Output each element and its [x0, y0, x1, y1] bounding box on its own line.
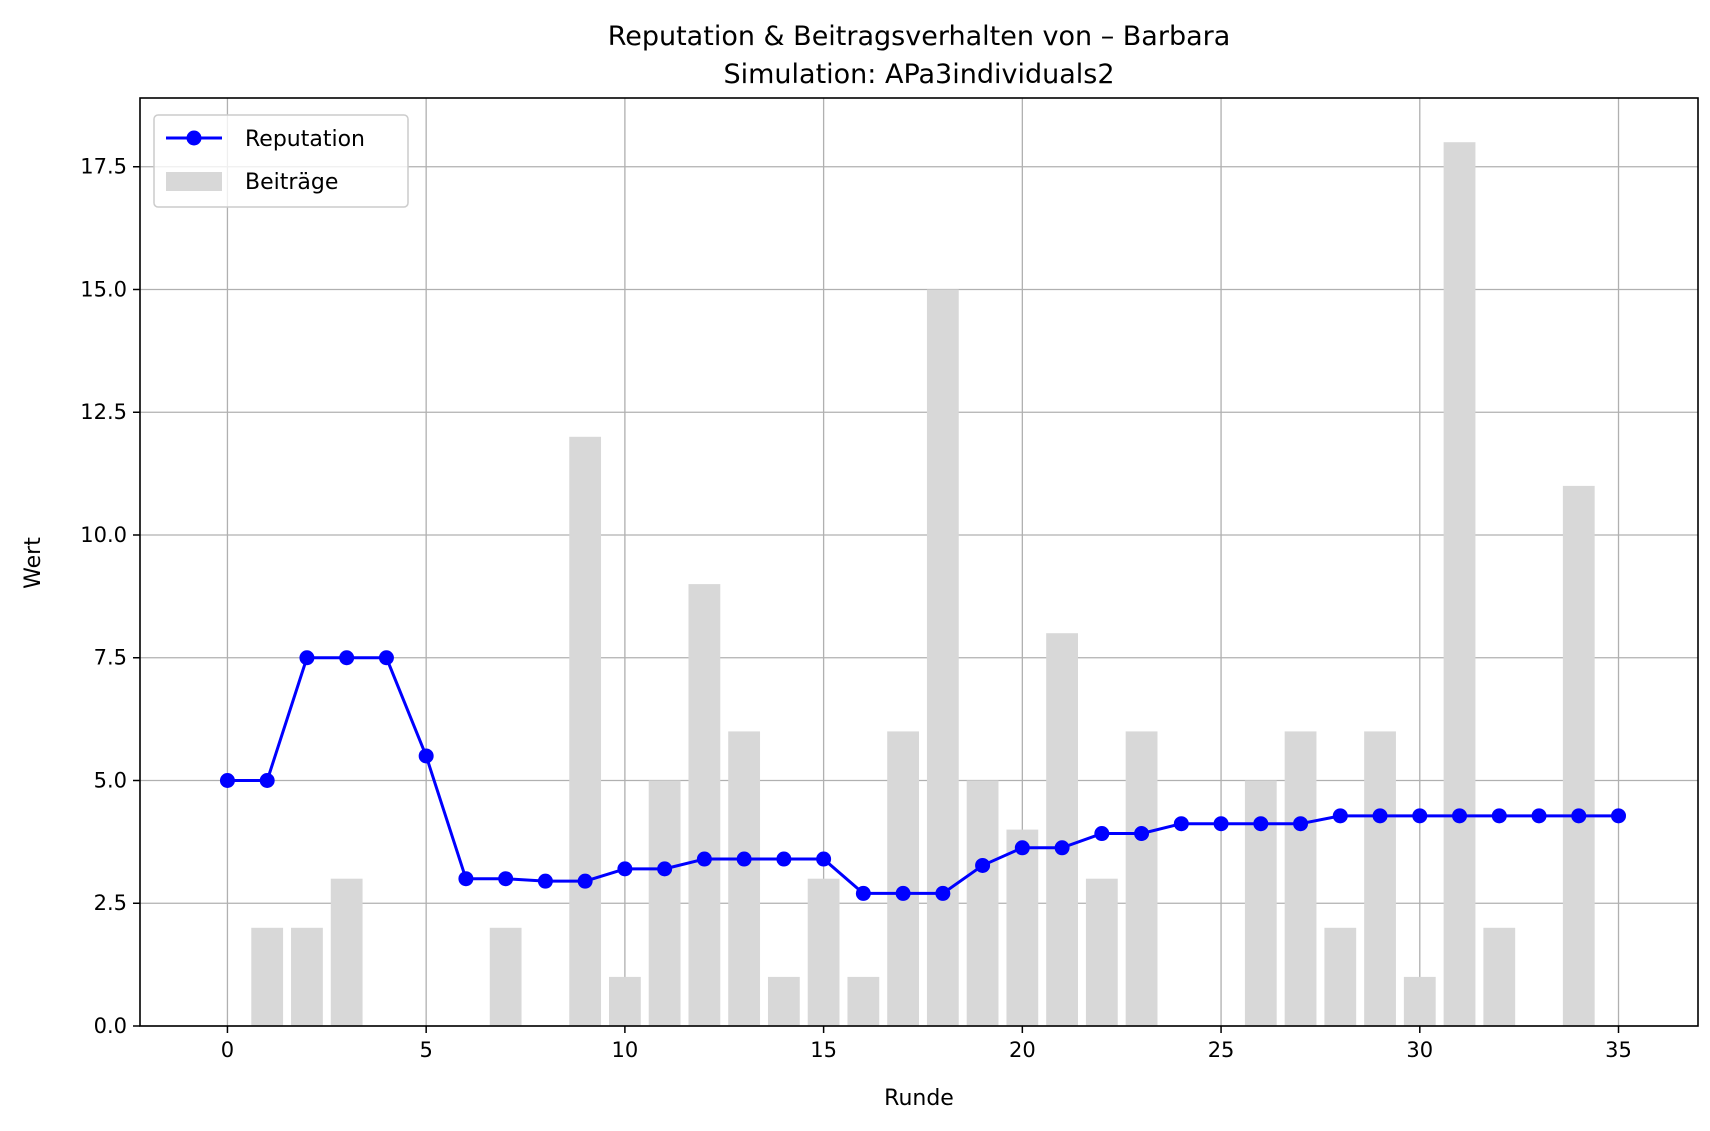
- reputation-point: [299, 650, 314, 665]
- reputation-point: [1094, 826, 1109, 841]
- y-tick-label: 5.0: [94, 768, 127, 792]
- contribution-bar: [728, 731, 760, 1026]
- reputation-point: [1611, 808, 1626, 823]
- y-axis-label: Wert: [21, 537, 46, 589]
- reputation-point: [1492, 808, 1507, 823]
- x-tick-label: 10: [612, 1038, 639, 1062]
- reputation-polyline: [227, 658, 1618, 894]
- contribution-bar: [1483, 928, 1515, 1026]
- contribution-bar: [609, 977, 641, 1026]
- reputation-point: [498, 871, 513, 886]
- y-tick-label: 7.5: [94, 646, 127, 670]
- reputation-point: [1134, 826, 1149, 841]
- reputation-point: [697, 852, 712, 867]
- y-tick-label: 15.0: [80, 277, 127, 301]
- reputation-point: [617, 861, 632, 876]
- reputation-point: [776, 852, 791, 867]
- y-tick-label: 12.5: [80, 400, 127, 424]
- reputation-point: [220, 773, 235, 788]
- reputation-point: [1373, 808, 1388, 823]
- contribution-bar: [251, 928, 283, 1026]
- contribution-bar: [967, 780, 999, 1026]
- contribution-bar: [1285, 731, 1317, 1026]
- reputation-point: [896, 886, 911, 901]
- y-tick-label: 10.0: [80, 523, 127, 547]
- contribution-bar: [887, 731, 919, 1026]
- contribution-bar: [927, 289, 959, 1026]
- y-tick-label: 2.5: [94, 891, 127, 915]
- x-tick-label: 30: [1406, 1038, 1433, 1062]
- contribution-bar: [1444, 142, 1476, 1026]
- reputation-point: [1174, 816, 1189, 831]
- reputation-point: [538, 874, 553, 889]
- contribution-bar: [1563, 486, 1595, 1026]
- legend-contributions-swatch: [166, 172, 222, 191]
- chart-subtitle: Simulation: APa3individuals2: [723, 59, 1114, 90]
- legend-reputation-label: Reputation: [245, 127, 365, 152]
- reputation-line: [220, 650, 1626, 901]
- y-tick-label: 17.5: [80, 155, 127, 179]
- chart-title: Reputation & Beitragsverhalten von – Bar…: [608, 21, 1231, 52]
- x-axis-label: Runde: [884, 1086, 954, 1111]
- reputation-point: [1214, 816, 1229, 831]
- contribution-bar: [1324, 928, 1356, 1026]
- reputation-point: [657, 861, 672, 876]
- reputation-point: [339, 650, 354, 665]
- reputation-point: [1452, 808, 1467, 823]
- contribution-bar: [1086, 879, 1118, 1026]
- contribution-bar: [331, 879, 363, 1026]
- contribution-bar: [1126, 731, 1158, 1026]
- contribution-bar: [1046, 633, 1078, 1026]
- contribution-bar: [808, 879, 840, 1026]
- reputation-point: [856, 886, 871, 901]
- legend-reputation-marker: [187, 131, 202, 146]
- reputation-point: [975, 858, 990, 873]
- reputation-point: [737, 852, 752, 867]
- legend-contributions-label: Beiträge: [245, 170, 338, 195]
- x-tick-label: 20: [1009, 1038, 1036, 1062]
- contribution-bar: [1006, 830, 1038, 1026]
- contribution-bar: [768, 977, 800, 1026]
- reputation-point: [1253, 816, 1268, 831]
- contribution-bar: [291, 928, 323, 1026]
- reputation-point: [1055, 840, 1070, 855]
- contribution-bar: [569, 437, 601, 1026]
- contribution-bar: [847, 977, 879, 1026]
- reputation-point: [578, 874, 593, 889]
- contribution-bar: [490, 928, 522, 1026]
- legend: Reputation Beiträge: [154, 115, 408, 207]
- x-tick-label: 35: [1605, 1038, 1632, 1062]
- reputation-point: [1333, 808, 1348, 823]
- x-tick-label: 5: [419, 1038, 432, 1062]
- y-tick-label: 0.0: [94, 1014, 127, 1038]
- reputation-point: [816, 852, 831, 867]
- x-tick-label: 25: [1208, 1038, 1235, 1062]
- reputation-point: [1571, 808, 1586, 823]
- reputation-point: [1293, 816, 1308, 831]
- contribution-bar: [1404, 977, 1436, 1026]
- contribution-bar: [649, 780, 681, 1026]
- x-tick-label: 0: [221, 1038, 234, 1062]
- reputation-point: [379, 650, 394, 665]
- reputation-point: [458, 871, 473, 886]
- reputation-point: [935, 886, 950, 901]
- reputation-point: [1412, 808, 1427, 823]
- x-tick-label: 15: [810, 1038, 837, 1062]
- contribution-bar: [1364, 731, 1396, 1026]
- reputation-point: [419, 748, 434, 763]
- reputation-point: [1532, 808, 1547, 823]
- contribution-bar: [688, 584, 720, 1026]
- reputation-point: [260, 773, 275, 788]
- reputation-point: [1015, 840, 1030, 855]
